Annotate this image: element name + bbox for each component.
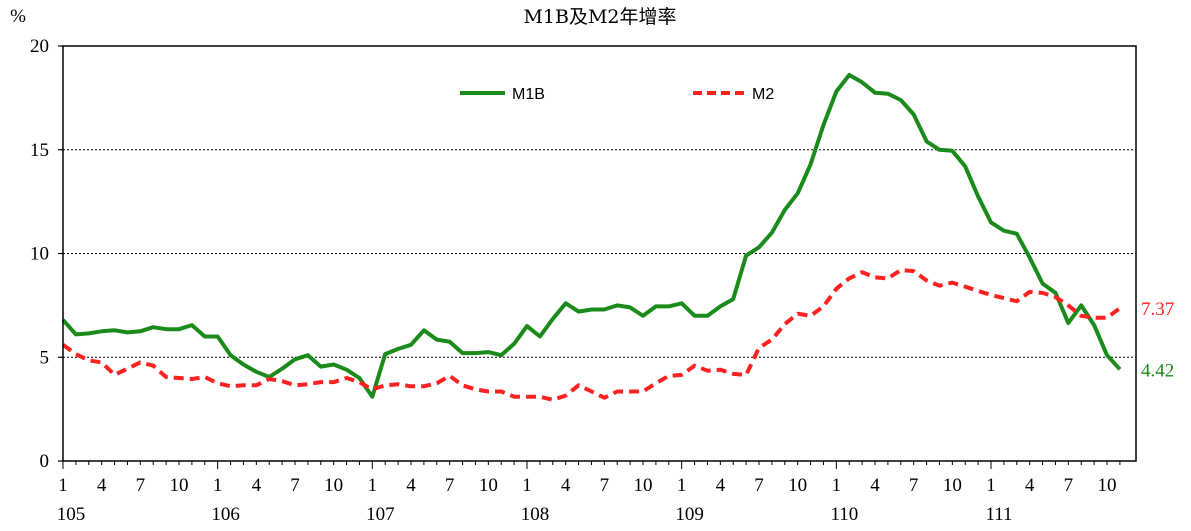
series-lines xyxy=(61,73,1122,402)
x-tick-label-month: 10 xyxy=(943,475,962,496)
x-tick-label-month: 7 xyxy=(600,475,610,496)
x-tick-label-month: 7 xyxy=(290,475,300,496)
x-tick-label-month: 4 xyxy=(716,475,726,496)
plot-frame xyxy=(62,45,1137,462)
y-tick-label: 20 xyxy=(30,36,49,57)
x-tick-label-year: 111 xyxy=(985,504,1012,525)
x-tick-label-month: 4 xyxy=(97,475,107,496)
x-tick-label-month: 10 xyxy=(324,475,343,496)
y-tick-label: 5 xyxy=(40,347,50,368)
x-tick-label-month: 1 xyxy=(986,475,996,496)
x-tick-label-year: 106 xyxy=(211,504,240,525)
x-tick-label-year: 108 xyxy=(521,504,550,525)
y-tick-label: 15 xyxy=(30,140,49,161)
x-tick-label-year: 107 xyxy=(366,504,395,525)
x-tick-label-year: 105 xyxy=(57,504,86,525)
x-tick-label-month: 1 xyxy=(58,475,68,496)
x-tick-label-month: 1 xyxy=(368,475,378,496)
x-tick-label-month: 7 xyxy=(136,475,146,496)
y-tick-label: 0 xyxy=(40,451,50,472)
legend: M1B M2 xyxy=(460,86,774,103)
legend-label-m1b: M1B xyxy=(512,86,545,103)
x-tick-label-month: 10 xyxy=(634,475,653,496)
series-line-m2 xyxy=(61,268,1122,402)
x-tick-label-month: 4 xyxy=(252,475,262,496)
y-axis-unit: % xyxy=(10,6,26,27)
x-tick-label-month: 10 xyxy=(479,475,498,496)
x-tick-label-month: 4 xyxy=(561,475,571,496)
end-label-m2: 7.37 xyxy=(1141,299,1174,320)
x-tick-label-month: 10 xyxy=(170,475,189,496)
series-line-m1b xyxy=(61,73,1122,399)
x-tick-label-month: 7 xyxy=(1064,475,1074,496)
x-tick-label-year: 109 xyxy=(675,504,704,525)
x-tick-label-month: 4 xyxy=(1025,475,1035,496)
x-tick-label-month: 7 xyxy=(754,475,764,496)
x-tick-label-month: 4 xyxy=(870,475,880,496)
x-tick-label-month: 7 xyxy=(909,475,919,496)
x-tick-label-month: 1 xyxy=(832,475,842,496)
end-labels: 4.42 7.37 xyxy=(1141,299,1174,381)
x-tick-label-month: 1 xyxy=(522,475,532,496)
x-tick-label-month: 1 xyxy=(677,475,687,496)
x-tick-label-month: 4 xyxy=(406,475,416,496)
legend-label-m2: M2 xyxy=(752,86,774,103)
chart-title: M1B及M2年增率 xyxy=(523,6,676,28)
x-tick-label-month: 10 xyxy=(1098,475,1117,496)
x-tick-label-year: 110 xyxy=(830,504,858,525)
y-tick-label: 10 xyxy=(30,244,49,265)
gridlines xyxy=(63,149,1136,358)
x-tick-label-month: 1 xyxy=(213,475,223,496)
end-label-m1b: 4.42 xyxy=(1141,360,1174,381)
x-tick-label-month: 7 xyxy=(445,475,455,496)
y-axis-ticks: 0 5 10 15 20 xyxy=(30,36,63,472)
x-tick-label-month: 10 xyxy=(788,475,807,496)
